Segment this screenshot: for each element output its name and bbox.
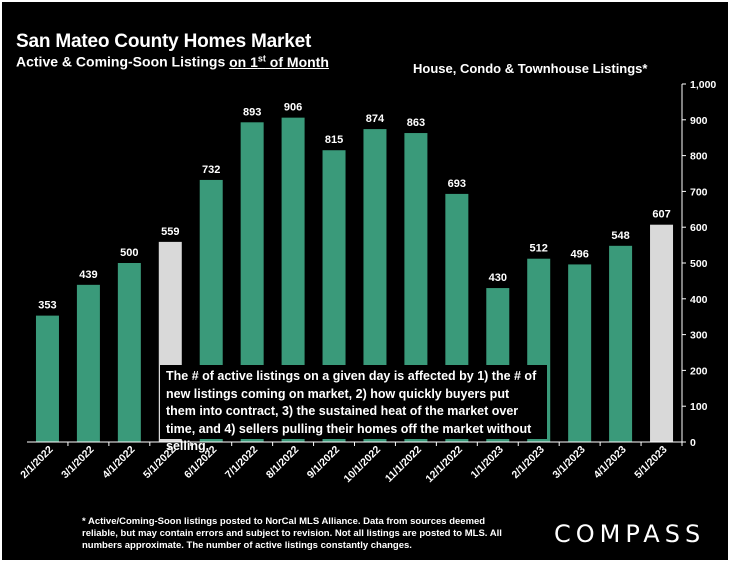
value-labels-group: 353 439 500 559 732 893 906 815 874 863 693 430 512 4… — [38, 102, 670, 312]
listing-types-note: House, Condo & Townhouse Listings* — [413, 61, 648, 76]
x-tick-label: 11/1/2022 — [383, 444, 424, 485]
value-label: 559 — [161, 226, 179, 238]
x-tick-label: 5/1/2023 — [632, 444, 669, 481]
bar-4/1/2022 — [117, 263, 141, 442]
value-label: 430 — [489, 272, 507, 284]
chart-subtitle: Active & Coming-Soon Listings on 1st of … — [16, 53, 329, 70]
y-tick-label: 100 — [690, 401, 708, 413]
value-label: 815 — [325, 134, 343, 146]
value-label: 548 — [611, 230, 629, 242]
bar-11/1/2022 — [404, 133, 428, 442]
value-label: 439 — [79, 269, 97, 281]
subtitle-prefix: Active & Coming-Soon Listings — [16, 53, 230, 70]
x-tick-label: 7/1/2022 — [223, 444, 260, 481]
value-label: 496 — [570, 248, 588, 260]
value-label: 607 — [652, 209, 670, 221]
value-label: 906 — [284, 102, 302, 114]
y-tick-label: 500 — [690, 258, 708, 270]
y-tick-label: 300 — [690, 330, 708, 342]
footer-panel — [2, 505, 728, 560]
chart-title: San Mateo County Homes Market — [16, 31, 312, 52]
bar-7/1/2022 — [240, 122, 264, 442]
x-tick-label: 8/1/2022 — [264, 444, 301, 481]
x-tick-label: 4/1/2022 — [100, 444, 137, 481]
value-label: 500 — [120, 247, 138, 259]
subtitle-of-month: of Month — [265, 53, 329, 70]
x-tick-label: 2/1/2023 — [509, 444, 546, 481]
bar-8/1/2022 — [281, 117, 305, 442]
y-tick-label: 1,000 — [690, 79, 716, 91]
value-label: 863 — [407, 117, 425, 129]
x-tick-label: 3/1/2022 — [59, 444, 96, 481]
value-label: 693 — [448, 178, 466, 190]
value-label: 353 — [38, 300, 56, 312]
bar-4/1/2023 — [609, 245, 633, 442]
y-axis: 0 100 200 300 400 500 600 700 800 900 1,000 — [681, 79, 716, 449]
x-axis: 2/1/2022 3/1/2022 4/1/2022 5/1/2022 6/1/2022… — [18, 441, 683, 486]
x-tick-label: 1/1/2023 — [469, 444, 506, 481]
value-label: 512 — [530, 243, 548, 255]
bar-2/1/2022 — [35, 315, 59, 442]
y-tick-label: 800 — [690, 151, 708, 163]
y-tick-label: 400 — [690, 294, 708, 306]
x-tick-label: 3/1/2023 — [550, 444, 587, 481]
x-tick-label: 9/1/2022 — [305, 444, 342, 481]
value-label: 732 — [202, 164, 220, 176]
y-tick-label: 200 — [690, 365, 708, 377]
bar-3/1/2022 — [76, 284, 100, 442]
x-tick-label: 4/1/2023 — [591, 444, 628, 481]
footnote: * Active/Coming-Soon listings posted to … — [82, 516, 502, 551]
bar-10/1/2022 — [363, 129, 387, 442]
subtitle-underlined: on 1st of Month — [229, 53, 329, 70]
y-tick-label: 0 — [690, 437, 696, 449]
value-label: 874 — [366, 113, 385, 125]
value-label: 893 — [243, 106, 261, 118]
compass-logo: COMPASS — [554, 520, 706, 548]
y-tick-label: 600 — [690, 222, 708, 234]
x-tick-label: 10/1/2022 — [342, 444, 384, 486]
y-tick-label: 900 — [690, 115, 708, 127]
annotation-box: The # of active listings on a given day … — [160, 365, 547, 453]
x-tick-label: 2/1/2022 — [18, 444, 55, 481]
y-tick-label: 700 — [690, 186, 708, 198]
x-tick-label: 12/1/2022 — [423, 444, 465, 486]
bar-3/1/2023 — [568, 264, 592, 442]
bar-5/1/2023 — [650, 224, 674, 442]
subtitle-superscript: st — [257, 53, 266, 63]
subtitle-on-1: on 1 — [229, 53, 258, 70]
